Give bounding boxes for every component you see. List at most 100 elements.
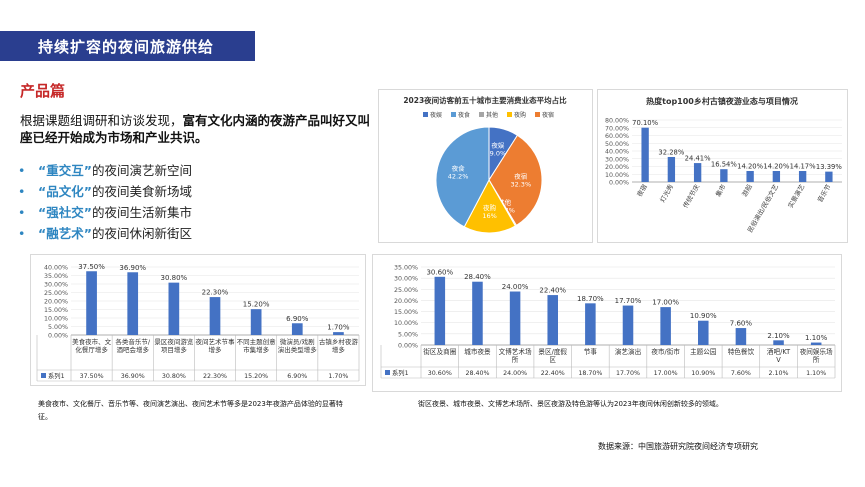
x-tick-label: 酒吧/KT V bbox=[767, 348, 791, 364]
bar-data-label: 24.41% bbox=[685, 155, 711, 163]
bar-data-label: 7.60% bbox=[730, 320, 753, 328]
bar-data-label: 30.60% bbox=[426, 268, 453, 276]
bar-data-label: 14.20% bbox=[737, 162, 763, 170]
y-tick-label: 15.00% bbox=[44, 307, 68, 314]
list-item-highlight: “重交互” bbox=[38, 163, 92, 178]
y-tick-label: 5.00% bbox=[398, 331, 418, 338]
list-item-highlight: “融艺术” bbox=[38, 226, 92, 241]
table-cell-value: 37.50% bbox=[80, 373, 104, 380]
slice-label: 夜宿 32.3% bbox=[510, 171, 531, 188]
list-item-highlight: “品文化” bbox=[38, 184, 92, 199]
legend-label: 夜购 bbox=[514, 111, 526, 119]
y-tick-label: 30.00% bbox=[44, 282, 68, 289]
x-tick-label: 节事 bbox=[584, 347, 598, 356]
bar-data-label: 70.10% bbox=[632, 119, 658, 127]
x-tick-label: 实景演艺 bbox=[786, 182, 807, 209]
pie-slice bbox=[435, 126, 490, 228]
table-cell-value: 7.60% bbox=[731, 370, 751, 377]
list-item-text: 的夜间休闲新街区 bbox=[91, 226, 192, 241]
bar-data-label: 10.90% bbox=[690, 312, 717, 320]
bar bbox=[746, 170, 754, 182]
x-tick-label: 街区及商圈 bbox=[423, 347, 456, 356]
legend-label: 夜娱 bbox=[430, 111, 442, 119]
intro-text: 根据课题组调研和访谈发现，富有文化内涵的夜游产品叫好又叫座已经开始成为市场和产业… bbox=[20, 112, 372, 146]
legend-swatch bbox=[451, 112, 456, 117]
legend-label: 夜宿 bbox=[542, 111, 554, 119]
x-tick-label: 夜间艺术节事增多 bbox=[196, 337, 236, 354]
y-tick-label: 40.00% bbox=[44, 265, 68, 272]
x-tick-label: 主题公园 bbox=[690, 347, 717, 356]
x-tick-label: 景区夜间游览项目增多 bbox=[154, 337, 194, 354]
x-tick-label: 游船 bbox=[740, 182, 755, 198]
leisure-bar-chart-panel: 0.00% 5.00% 10.00% 15.00% 20.00% 25.00% 30.00%… bbox=[372, 254, 842, 392]
chart-title: 热度top100乡村古镇夜游业态与项目情况 bbox=[646, 96, 798, 106]
table-cell-value: 17.00% bbox=[654, 370, 678, 377]
bar-data-label: 14.20% bbox=[763, 162, 789, 170]
y-tick-label: 25.00% bbox=[394, 287, 418, 294]
y-tick-label: 0.00% bbox=[48, 333, 68, 340]
y-tick-label: 30.00% bbox=[605, 156, 629, 163]
legend-swatch bbox=[535, 112, 540, 117]
y-tick-label: 20.00% bbox=[605, 164, 629, 171]
bar bbox=[772, 170, 781, 182]
y-tick-label: 30.00% bbox=[394, 276, 418, 283]
bar-data-label: 30.80% bbox=[161, 274, 188, 282]
slice-label: 夜食 42.2% bbox=[448, 163, 469, 180]
x-tick-label: 美食夜市、文化餐厅增多 bbox=[72, 337, 112, 354]
intro-plain: 根据课题组调研和访谈发现， bbox=[20, 113, 183, 128]
pie-slice bbox=[488, 134, 543, 227]
pie-slice bbox=[463, 178, 517, 234]
product-bar-chart: 0.00% 5.00%10.00% 15.00%20.00% 25.00%30.00%… bbox=[36, 263, 360, 382]
table-cell-value: 22.40% bbox=[541, 370, 565, 377]
list-item: “融艺术”的夜间休闲新街区 bbox=[18, 223, 192, 244]
table-cell-value: 1.70% bbox=[328, 373, 348, 380]
bar bbox=[250, 309, 262, 335]
bar bbox=[472, 281, 483, 345]
product-bar-chart-panel: 0.00% 5.00% 10.00% 15.00% 20.00% 25.00% 30.00%… bbox=[30, 254, 366, 386]
bar-data-label: 16.54% bbox=[711, 161, 737, 169]
y-tick-label: 5.00% bbox=[48, 324, 68, 331]
bar bbox=[585, 303, 596, 345]
footnote-right: 街区夜景、城市夜景、文博艺术场所、景区夜游及特色游等认为2023年夜间休闲创新较… bbox=[418, 400, 723, 408]
rural-bar-chart-panel: 热度top100乡村古镇夜游业态与项目情况 0.00% 10.00% 20.00% 30… bbox=[597, 89, 848, 243]
table-cell-value: 1.10% bbox=[806, 370, 826, 377]
table-cell-value: 18.70% bbox=[578, 370, 602, 377]
table-cell-value: 17.70% bbox=[616, 370, 640, 377]
list-item-text: 的夜间生活新集市 bbox=[91, 205, 192, 220]
y-tick-label: 0.00% bbox=[609, 180, 629, 187]
intro-bold: 富有文化内涵的夜游产品叫好又叫座已经开始成为市场和产业共识。 bbox=[20, 113, 371, 145]
bar bbox=[667, 156, 676, 182]
bar bbox=[127, 272, 139, 335]
list-item: “强社交”的夜间生活新集市 bbox=[18, 202, 192, 223]
chart-title: 2023夜间访客前五十城市主要消费业态平均占比 bbox=[403, 95, 567, 105]
bar bbox=[825, 171, 833, 182]
bar bbox=[810, 342, 822, 345]
x-tick-label: 灯光秀 bbox=[658, 182, 676, 204]
bar bbox=[291, 323, 303, 335]
table-cell-value: 6.90% bbox=[287, 373, 307, 380]
slice-label: 夜娱 9.0% bbox=[490, 140, 507, 157]
y-tick-label: 15.00% bbox=[394, 309, 418, 316]
bar-data-label: 36.90% bbox=[119, 264, 146, 272]
legend-swatch bbox=[385, 370, 390, 375]
bar-data-label: 13.39% bbox=[816, 163, 842, 171]
table-cell-value: 36.90% bbox=[121, 373, 145, 380]
table-cell-value: 24.00% bbox=[503, 370, 527, 377]
table-cell-value: 30.80% bbox=[162, 373, 186, 380]
rural-bar-chart: 热度top100乡村古镇夜游业态与项目情况 0.00%10.00%20.00%30… bbox=[605, 96, 842, 234]
y-tick-label: 50.00% bbox=[605, 141, 629, 148]
section-title: 产品篇 bbox=[20, 82, 66, 100]
y-tick-label: 60.00% bbox=[605, 133, 629, 140]
data-source: 数据来源：中国旅游研究院夜间经济专项研究 bbox=[598, 442, 758, 451]
bar-data-label: 18.70% bbox=[577, 295, 604, 303]
table-cell-value: 28.40% bbox=[465, 370, 489, 377]
bar bbox=[720, 169, 728, 182]
table-cell-value: 30.60% bbox=[428, 370, 452, 377]
page-title: 持续扩容的夜间旅游供给 bbox=[38, 37, 215, 56]
table-cell-value: 15.20% bbox=[244, 373, 268, 380]
feature-list: “重交互”的夜间演艺新空间 “品文化”的夜间美食新场域 “强社交”的夜间生活新集… bbox=[18, 160, 192, 244]
bar-data-label: 22.30% bbox=[202, 289, 229, 297]
x-tick-label: 微演员/戏剧演出类型增多 bbox=[278, 337, 318, 354]
y-tick-label: 35.00% bbox=[44, 273, 68, 280]
